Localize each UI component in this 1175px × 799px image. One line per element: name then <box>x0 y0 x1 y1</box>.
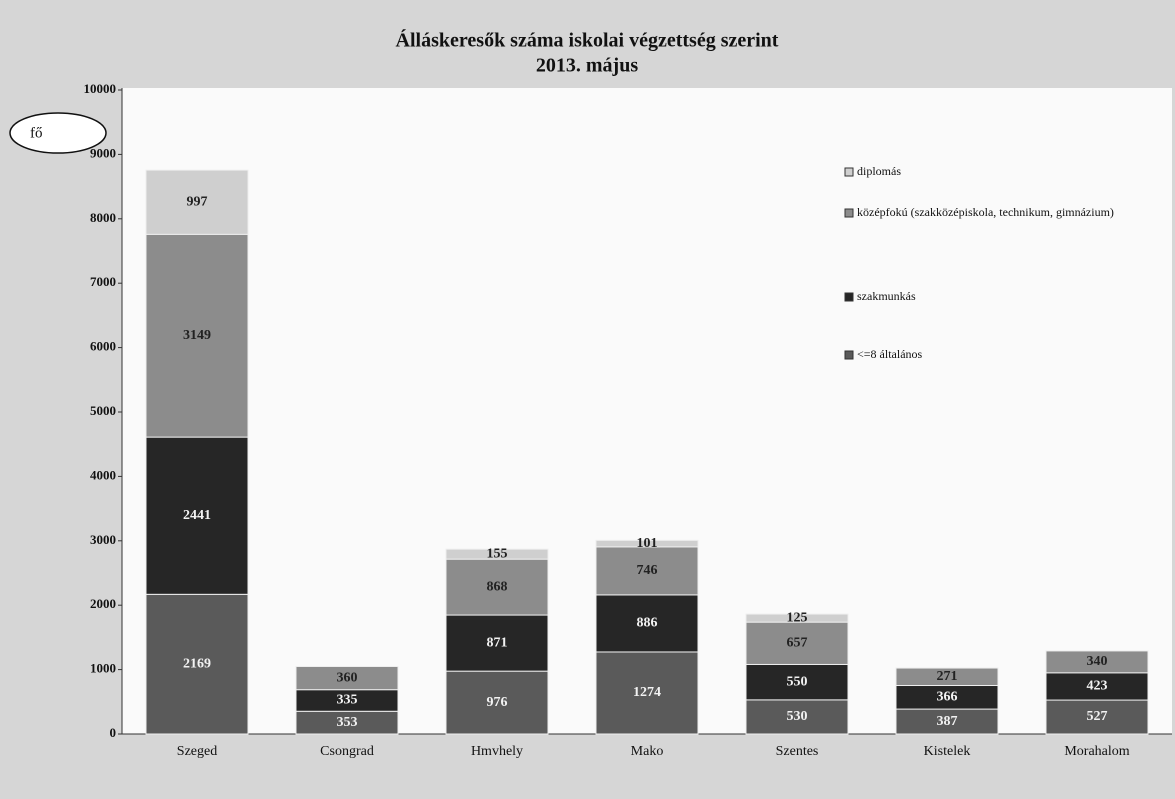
value-label: 360 <box>337 670 358 685</box>
value-label: 2169 <box>183 656 211 671</box>
x-tick-label: Csongrad <box>320 744 374 759</box>
legend-label: <=8 általános <box>857 347 923 361</box>
chart-title: Álláskeresők száma iskolai végzettség sz… <box>396 29 779 52</box>
value-label: 997 <box>187 194 208 209</box>
bar-segment <box>595 539 699 548</box>
x-tick-label: Mako <box>631 744 664 759</box>
bar-segment <box>745 699 849 735</box>
value-label: 1274 <box>633 685 661 700</box>
y-tick-label: 1000 <box>90 661 116 676</box>
value-label: 550 <box>787 674 808 689</box>
bar-segment <box>895 708 999 735</box>
value-label: 125 <box>787 610 808 625</box>
x-tick-label: Morahalom <box>1064 744 1129 759</box>
value-label: 387 <box>937 714 958 729</box>
value-label: 353 <box>337 715 358 730</box>
value-label: 976 <box>487 695 508 710</box>
bar-segment <box>1045 650 1149 674</box>
value-label: 155 <box>487 546 508 561</box>
value-label: 271 <box>937 669 958 684</box>
bar-segment <box>445 670 549 735</box>
y-tick-label: 3000 <box>90 532 116 547</box>
y-tick-label: 10000 <box>84 81 117 96</box>
y-tick-label: 6000 <box>90 339 116 354</box>
value-label: 2441 <box>183 508 211 523</box>
value-label: 366 <box>937 690 958 705</box>
legend-label: diplomás <box>857 164 901 178</box>
y-tick-label: 4000 <box>90 467 116 482</box>
annotation-ellipse <box>9 112 107 154</box>
value-label: 530 <box>787 709 808 724</box>
bar-segment <box>445 614 549 672</box>
bar-segment <box>145 436 249 595</box>
legend-swatch <box>844 292 854 302</box>
value-label: 527 <box>1087 709 1108 724</box>
y-tick-label: 0 <box>110 725 117 740</box>
bar-segment <box>595 651 699 735</box>
bar-segment <box>745 613 849 623</box>
x-tick-label: Hmvhely <box>471 744 523 759</box>
legend-label: szakmunkás <box>857 289 916 303</box>
annotation: fő <box>30 125 43 141</box>
legend-label: középfokú (szakközépiskola, technikum, g… <box>857 205 1114 219</box>
value-label: 3149 <box>183 328 211 343</box>
x-tick-label: Szeged <box>177 744 217 759</box>
value-label: 101 <box>637 536 658 551</box>
bar-segment <box>1045 672 1149 701</box>
x-tick-label: Kistelek <box>924 744 971 759</box>
value-label: 746 <box>637 563 658 578</box>
bar-segment <box>145 169 249 235</box>
y-tick-label: 2000 <box>90 596 116 611</box>
chart-subtitle: 2013. május <box>536 55 638 77</box>
bar-segment <box>745 663 849 701</box>
value-label: 868 <box>487 579 508 594</box>
y-tick-label: 7000 <box>90 274 116 289</box>
value-label: 886 <box>637 616 658 631</box>
bar-segment <box>445 548 549 560</box>
bar-segment <box>1045 699 1149 735</box>
legend-swatch <box>844 167 854 177</box>
y-tick-label: 9000 <box>90 145 116 160</box>
value-label: 340 <box>1087 654 1108 669</box>
legend-swatch <box>844 350 854 360</box>
legend-swatch <box>844 208 854 218</box>
value-label: 871 <box>487 635 508 650</box>
value-label: 423 <box>1087 679 1108 694</box>
y-tick-label: 5000 <box>90 403 116 418</box>
bar-segment <box>745 621 849 665</box>
bar-segment <box>295 666 399 691</box>
y-tick-label: 8000 <box>90 210 116 225</box>
bar-segment <box>445 558 549 616</box>
x-tick-label: Szentes <box>776 744 819 759</box>
bar-segment <box>895 667 999 687</box>
bar-segment <box>145 233 249 438</box>
value-label: 657 <box>787 636 808 651</box>
value-label: 335 <box>337 693 358 708</box>
